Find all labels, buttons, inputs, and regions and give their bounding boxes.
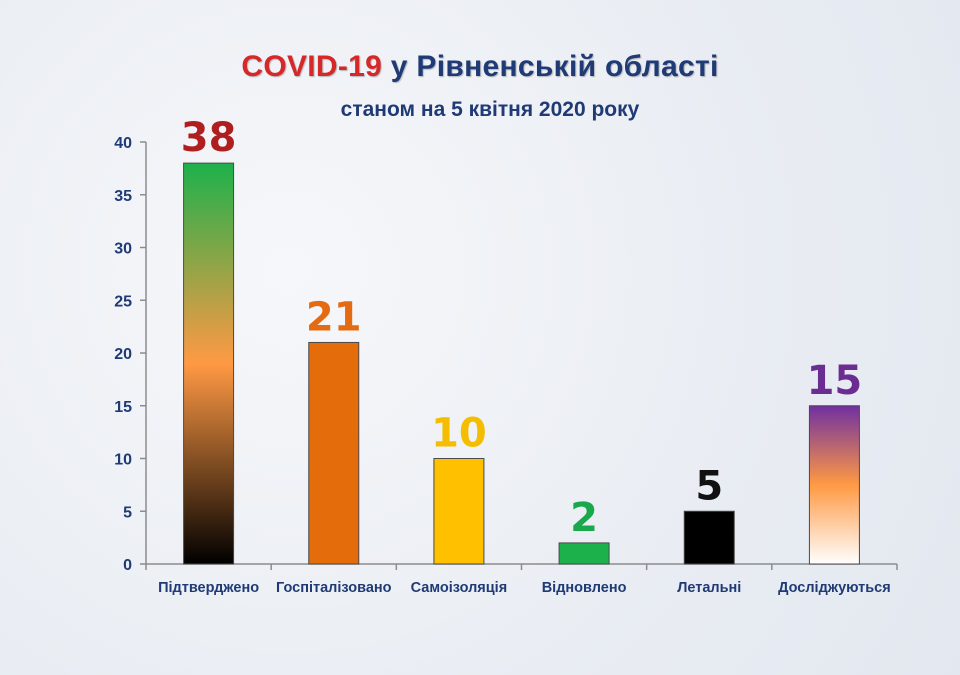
- data-label: 2: [570, 495, 598, 541]
- chart-title-highlight: COVID-19: [241, 50, 383, 83]
- category-label: Летальні: [677, 580, 741, 596]
- y-tick-label: 5: [123, 504, 132, 521]
- bar-3: [433, 458, 485, 565]
- bar-2: [308, 341, 360, 565]
- y-tick-label: 25: [114, 293, 132, 310]
- data-label: 21: [306, 294, 362, 340]
- bar-5: [683, 510, 735, 565]
- y-tick-label: 20: [114, 346, 132, 363]
- chart-title-rest: у Рівненській області: [390, 50, 719, 83]
- category-label: Підтверджено: [158, 580, 259, 596]
- y-tick-label: 30: [114, 241, 132, 258]
- chart-subtitle: станом на 5 квітня 2020 року: [340, 98, 640, 121]
- y-tick-label: 35: [114, 188, 132, 205]
- bar-1: [183, 162, 235, 565]
- y-tick-label: 15: [114, 399, 132, 416]
- bar-6: [808, 405, 860, 565]
- y-tick-label: 10: [114, 452, 132, 469]
- category-label: Самоізоляція: [411, 580, 508, 596]
- data-label: 15: [807, 358, 863, 404]
- category-label: Госпіталізовано: [276, 580, 392, 596]
- data-label: 10: [431, 411, 487, 457]
- chart-title: COVID-19 у Рівненській області: [0, 50, 960, 84]
- data-label: 5: [695, 463, 723, 509]
- y-tick-label: 0: [123, 557, 132, 574]
- category-label: Досліджуються: [778, 580, 891, 596]
- category-label: Відновлено: [542, 580, 627, 596]
- data-label: 38: [181, 115, 237, 161]
- y-tick-label: 40: [114, 135, 132, 152]
- bar-4: [558, 542, 610, 565]
